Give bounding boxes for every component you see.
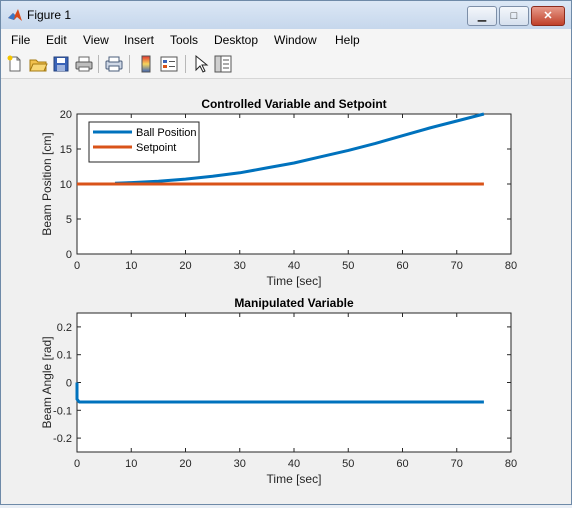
y-tick-label: 0.1 bbox=[57, 350, 72, 362]
y-tick-label: -0.2 bbox=[53, 433, 72, 445]
toolbar bbox=[1, 51, 571, 79]
x-tick-label: 70 bbox=[451, 458, 463, 470]
y-tick-label: 0.2 bbox=[57, 322, 72, 334]
x-tick-label: 20 bbox=[179, 260, 191, 272]
menu-help[interactable]: Help bbox=[335, 33, 360, 47]
legend-label: Ball Position bbox=[136, 127, 197, 139]
maximize-button[interactable]: □ bbox=[499, 6, 529, 26]
legend-label: Setpoint bbox=[136, 142, 176, 154]
save-icon[interactable] bbox=[51, 54, 71, 74]
x-tick-label: 0 bbox=[74, 458, 80, 470]
x-tick-label: 10 bbox=[125, 260, 137, 272]
y-tick-label: 0 bbox=[66, 249, 72, 261]
x-tick-label: 30 bbox=[234, 260, 246, 272]
menu-tools[interactable]: Tools bbox=[170, 33, 199, 47]
window-title: Figure 1 bbox=[27, 8, 72, 22]
series-line-beam-angle bbox=[75, 382, 484, 404]
axes-box bbox=[76, 312, 512, 453]
legend-box bbox=[88, 121, 200, 163]
x-axis-label: Time [sec] bbox=[267, 472, 322, 486]
x-axis-label: Time [sec] bbox=[267, 274, 322, 288]
open-folder-icon[interactable] bbox=[28, 54, 48, 74]
x-tick-label: 30 bbox=[234, 458, 246, 470]
x-tick-label: 60 bbox=[396, 458, 408, 470]
menu-edit[interactable]: Edit bbox=[46, 33, 67, 47]
y-axis-label: Beam Angle [rad] bbox=[40, 336, 54, 428]
menu-desktop[interactable]: Desktop bbox=[214, 33, 259, 47]
print-icon[interactable] bbox=[74, 54, 94, 74]
x-tick-label: 40 bbox=[288, 458, 300, 470]
menu-bar: File Edit View Insert Tools Desktop Wind… bbox=[1, 29, 571, 72]
x-tick-label: 80 bbox=[505, 260, 517, 272]
menu-insert[interactable]: Insert bbox=[124, 33, 155, 47]
close-button[interactable]: ✕ bbox=[531, 6, 565, 26]
y-tick-label: 10 bbox=[60, 179, 72, 191]
x-tick-label: 50 bbox=[342, 458, 354, 470]
pointer-icon[interactable] bbox=[191, 54, 211, 74]
print-preview-icon[interactable] bbox=[104, 54, 124, 74]
y-tick-label: 20 bbox=[60, 109, 72, 121]
y-tick-label: -0.1 bbox=[53, 405, 72, 417]
property-editor-icon[interactable] bbox=[213, 54, 233, 74]
toolbar-separator bbox=[129, 55, 130, 73]
new-file-icon[interactable] bbox=[5, 54, 25, 74]
matlab-logo-icon bbox=[8, 9, 22, 21]
x-tick-label: 80 bbox=[505, 458, 517, 470]
y-tick-label: 15 bbox=[60, 144, 72, 156]
x-tick-label: 50 bbox=[342, 260, 354, 272]
series-line-ball-position bbox=[114, 112, 485, 185]
minimize-button[interactable]: ▁ bbox=[467, 6, 497, 26]
title-bar[interactable]: Figure 1 ▁ □ ✕ bbox=[1, 1, 571, 30]
menu-view[interactable]: View bbox=[83, 33, 109, 47]
x-tick-label: 60 bbox=[396, 260, 408, 272]
x-tick-label: 40 bbox=[288, 260, 300, 272]
y-tick-label: 5 bbox=[66, 214, 72, 226]
toolbar-separator bbox=[185, 55, 186, 73]
menu-file[interactable]: File bbox=[11, 33, 31, 47]
x-tick-label: 20 bbox=[179, 458, 191, 470]
menu-window[interactable]: Window bbox=[274, 33, 317, 47]
y-axis-label: Beam Position [cm] bbox=[40, 132, 54, 235]
plot-area: 0 10 20 30 40 50 60 70 80 0 5 10 15 20 Controlled Vari… bbox=[40, 97, 517, 486]
x-tick-label: 0 bbox=[74, 260, 80, 272]
y-tick-label: 0 bbox=[66, 378, 72, 390]
chart-title: Manipulated Variable bbox=[234, 296, 354, 310]
x-tick-label: 10 bbox=[125, 458, 137, 470]
colorbar-icon[interactable] bbox=[136, 54, 156, 74]
x-tick-label: 70 bbox=[451, 260, 463, 272]
chart-title: Controlled Variable and Setpoint bbox=[201, 97, 386, 111]
toolbar-separator bbox=[98, 55, 99, 73]
figure-canvas: 0 10 20 30 40 50 60 70 80 0 5 10 15 20 Controlled Vari… bbox=[2, 79, 570, 503]
legend-icon[interactable] bbox=[159, 54, 179, 74]
